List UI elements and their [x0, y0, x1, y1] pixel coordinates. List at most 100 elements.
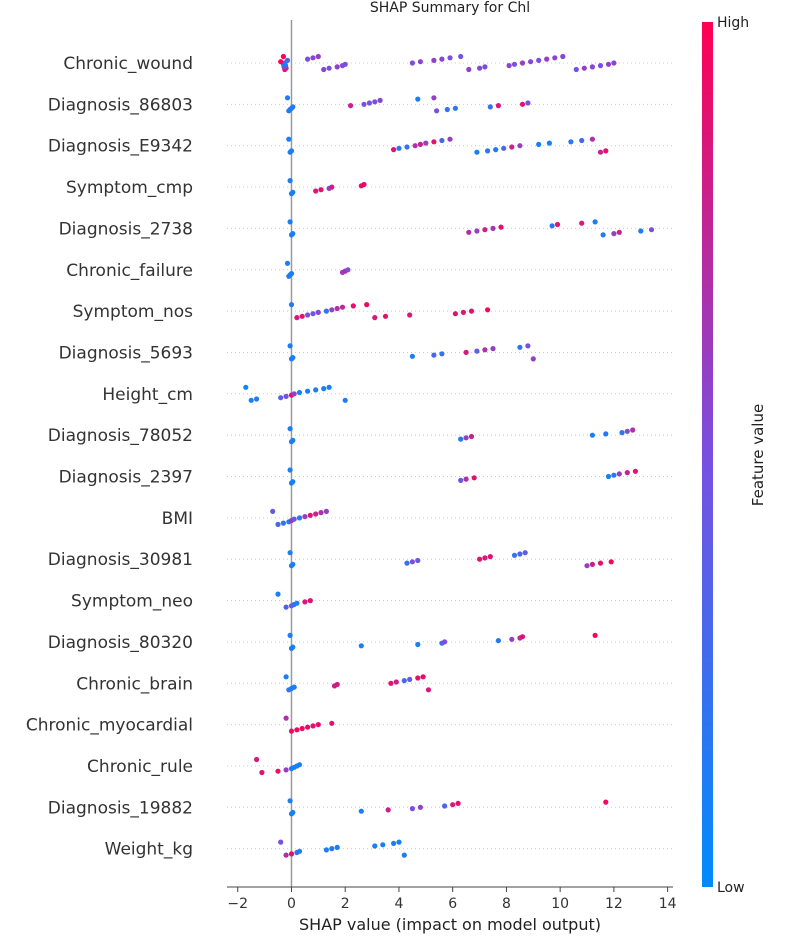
shap-point: [536, 141, 542, 147]
shap-point: [485, 148, 491, 154]
shap-point: [329, 720, 335, 726]
shap-point: [342, 397, 348, 403]
shap-point: [278, 59, 284, 65]
shap-point: [278, 839, 284, 845]
shap-point: [589, 561, 596, 568]
feature-label: Diagnosis_30981: [48, 550, 193, 570]
shap-point: [417, 59, 423, 65]
shap-point: [442, 639, 448, 645]
shap-point: [638, 228, 644, 234]
shap-point: [305, 724, 311, 730]
shap-point: [611, 60, 617, 66]
shap-point: [283, 767, 289, 773]
x-tick-label: 4: [394, 896, 403, 912]
shap-point: [296, 389, 303, 396]
data-points: [243, 53, 655, 858]
shap-point: [290, 355, 296, 361]
shap-point: [493, 147, 499, 153]
shap-point: [310, 55, 316, 61]
shap-point: [299, 725, 305, 732]
shap-point: [377, 97, 383, 103]
shap-point: [554, 221, 561, 228]
shap-point: [287, 632, 293, 639]
shap-point: [648, 227, 655, 233]
shap-point: [305, 388, 311, 394]
shap-point: [468, 308, 475, 314]
shap-point: [415, 675, 421, 681]
shap-point: [509, 636, 515, 642]
feature-label: Diagnosis_86803: [48, 95, 193, 115]
shap-point: [334, 64, 340, 70]
shap-point: [288, 851, 295, 857]
shap-point: [290, 231, 296, 237]
shap-point: [361, 181, 367, 188]
shap-point: [463, 476, 469, 482]
shap-point: [549, 223, 555, 229]
shap-point: [290, 189, 296, 195]
shap-point: [490, 346, 496, 352]
feature-labels: Chronic_wound Diagnosis_86803 Diagnosis_E9…: [26, 54, 193, 860]
shap-point: [401, 678, 407, 684]
shap-point: [407, 312, 413, 318]
x-tick-label: 12: [605, 896, 623, 912]
shap-point: [495, 103, 501, 109]
feature-label: Symptom_nos: [73, 302, 194, 322]
shap-point: [287, 426, 293, 432]
shap-point: [323, 508, 329, 514]
shap-point: [290, 104, 296, 110]
shap-point: [490, 225, 496, 231]
shap-point: [511, 61, 518, 67]
shap-point: [420, 674, 426, 680]
shap-point: [288, 728, 295, 734]
shap-point: [592, 219, 598, 225]
shap-point: [519, 101, 526, 107]
shap-point: [431, 352, 437, 358]
x-tick-label: 10: [551, 896, 569, 912]
shap-point: [388, 680, 394, 686]
shap-point: [391, 147, 397, 153]
shap-point: [431, 95, 437, 101]
shap-point: [482, 555, 488, 561]
shap-point: [385, 807, 391, 813]
shap-point: [358, 643, 364, 649]
feature-label: Diagnosis_80320: [48, 633, 193, 653]
x-tick-label: 8: [502, 896, 511, 912]
x-tick-label: −2: [227, 896, 248, 912]
shap-point: [608, 559, 614, 565]
x-tick-label: 6: [448, 896, 457, 912]
shap-point: [321, 66, 327, 73]
feature-label: Chronic_wound: [63, 54, 193, 74]
shap-point: [409, 559, 415, 565]
shap-point: [442, 803, 448, 809]
shap-point: [584, 563, 590, 569]
shap-point: [603, 148, 609, 154]
shap-point: [439, 137, 445, 144]
shap-point: [568, 139, 574, 145]
shap-point: [315, 309, 321, 315]
shap-point: [603, 799, 609, 805]
shap-point: [579, 220, 585, 226]
feature-label: Chronic_rule: [87, 757, 193, 777]
shap-point: [404, 144, 410, 150]
shap-point: [254, 756, 260, 763]
shap-point: [288, 148, 295, 154]
shap-point: [329, 307, 335, 313]
shap-point: [321, 386, 327, 392]
feature-label: Diagnosis_2738: [59, 219, 193, 239]
shap-point: [270, 508, 276, 514]
shap-point: [624, 428, 630, 434]
shap-point: [291, 684, 297, 690]
shap-point: [382, 313, 389, 319]
shap-point: [283, 604, 289, 610]
feature-label: Height_cm: [102, 385, 193, 405]
shap-point: [458, 477, 464, 483]
shap-point: [605, 473, 612, 480]
shap-point: [525, 343, 531, 349]
colorbar: [702, 22, 713, 887]
shap-point: [275, 768, 281, 774]
shap-point: [286, 136, 292, 142]
shap-point: [474, 228, 480, 234]
shap-point: [474, 348, 480, 354]
shap-point: [581, 65, 587, 71]
shap-point: [290, 809, 296, 816]
